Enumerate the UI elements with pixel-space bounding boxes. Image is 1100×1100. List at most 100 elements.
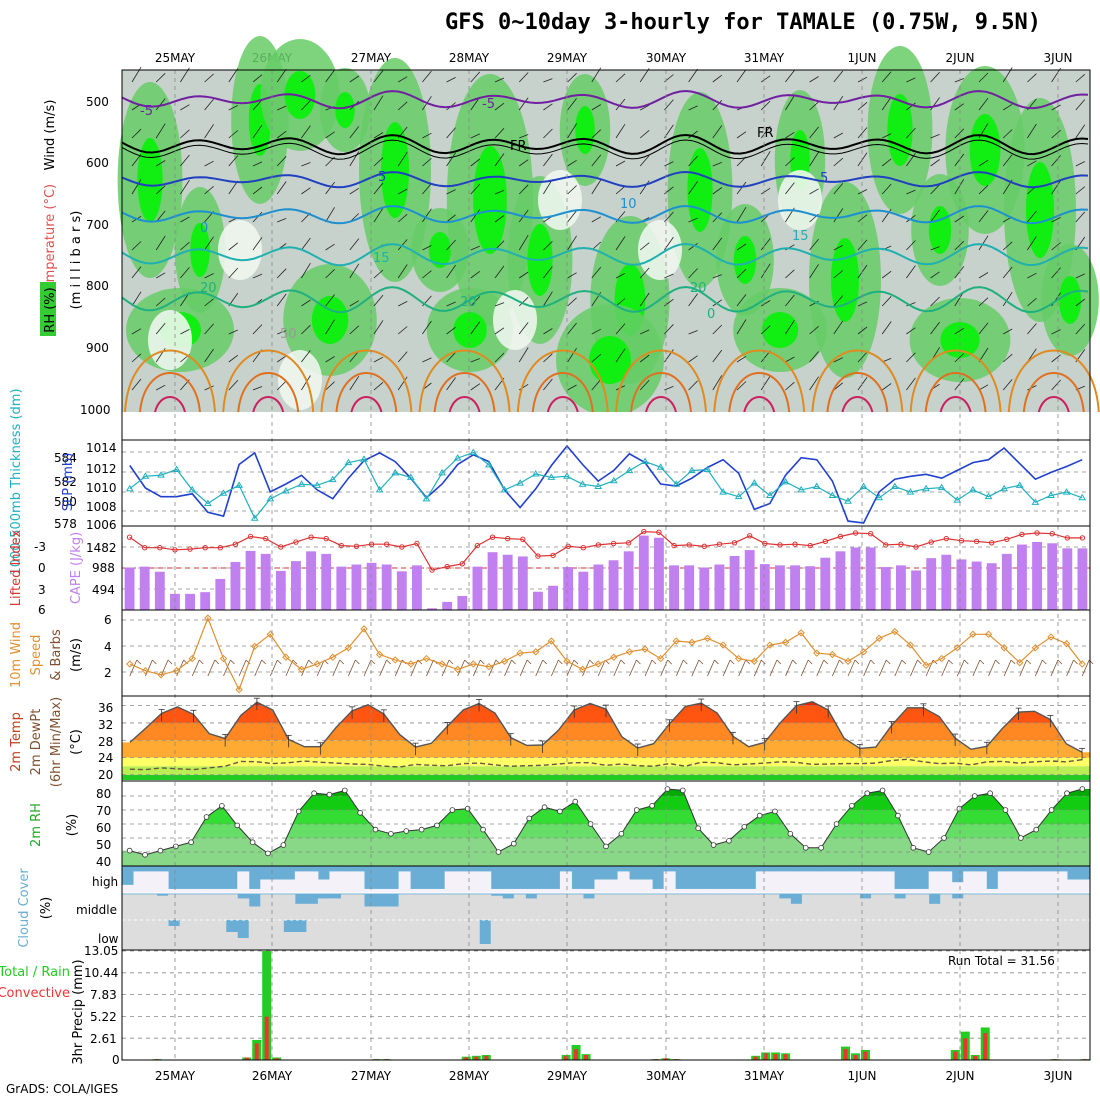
pressure-tick: 800 bbox=[86, 279, 109, 293]
wind-barb-10m bbox=[292, 659, 298, 665]
wind-speed-point bbox=[500, 657, 509, 665]
cloud-clear-bar bbox=[502, 920, 515, 950]
wind-barb bbox=[373, 320, 384, 335]
cloud-clear-bar bbox=[202, 888, 215, 893]
wind-barb bbox=[567, 384, 577, 391]
cloud-clear-bar bbox=[997, 871, 1010, 893]
wind-barb bbox=[228, 242, 239, 251]
cloud-clear-bar bbox=[1066, 894, 1079, 920]
wind-barb-10m bbox=[901, 659, 907, 665]
wind-barb bbox=[930, 133, 940, 139]
cloud-clear-bar bbox=[317, 920, 330, 950]
rh-point bbox=[1048, 807, 1055, 813]
cloud-clear-bar bbox=[986, 888, 999, 893]
cloud-label-line: Cloud Cover bbox=[17, 868, 32, 948]
cape-bar bbox=[850, 547, 861, 610]
cloud-clear-bar bbox=[974, 894, 987, 920]
wind-barb bbox=[156, 384, 166, 391]
wind-barb bbox=[301, 75, 311, 83]
contour-35 bbox=[645, 396, 677, 413]
contour-10 bbox=[121, 204, 1089, 225]
wind-barb-10m bbox=[472, 659, 481, 677]
cloud-clear-bar bbox=[225, 932, 238, 950]
precip-convective-bar bbox=[464, 1057, 469, 1060]
wind-barb bbox=[1027, 160, 1037, 167]
temperature-axis: 36 32 28 24 20 bbox=[98, 701, 113, 782]
wind-speed-point bbox=[969, 630, 977, 638]
wind-barb bbox=[736, 69, 747, 83]
wind-barb bbox=[446, 239, 456, 251]
precip-tick: 0 bbox=[112, 1053, 120, 1067]
temperature-band bbox=[122, 757, 1090, 767]
wind-barb bbox=[1075, 161, 1085, 167]
cloud-clear-bar bbox=[479, 871, 492, 893]
cloud-clear-bar bbox=[317, 879, 330, 893]
wind-barb bbox=[349, 350, 360, 363]
wind-barb bbox=[1002, 241, 1013, 251]
wind-barb bbox=[325, 207, 335, 223]
lifted-index-point bbox=[762, 540, 768, 547]
wind-barb bbox=[881, 96, 892, 111]
wind-barb bbox=[1003, 328, 1013, 335]
rh-point bbox=[587, 821, 594, 827]
wind-barb bbox=[228, 68, 239, 83]
cloud-clear-bar bbox=[433, 894, 446, 920]
rh-point bbox=[541, 804, 548, 810]
wind-barb-10m bbox=[230, 659, 235, 665]
wind-barb bbox=[494, 189, 505, 195]
rh-saturated-region bbox=[940, 322, 980, 358]
contour-30 bbox=[1022, 372, 1085, 413]
wind-barb bbox=[325, 243, 335, 251]
wind-barb-10m bbox=[613, 659, 622, 677]
cloud-cover-panel: high middle low Cloud Cover (%) bbox=[17, 866, 1091, 950]
bottom-date-tick: 29MAY bbox=[547, 1069, 588, 1083]
lifted-index-point bbox=[792, 541, 798, 547]
wind-barb bbox=[857, 239, 868, 251]
wind-barb bbox=[446, 264, 456, 279]
rh-point bbox=[480, 826, 486, 833]
cloud-clear-bar bbox=[559, 920, 572, 950]
contour-35 bbox=[841, 396, 874, 413]
wind-barb bbox=[906, 102, 916, 111]
cloud-clear-bar bbox=[1078, 879, 1091, 893]
cloud-clear-bar bbox=[629, 879, 642, 893]
wind-barb bbox=[640, 104, 650, 111]
wind-barb bbox=[518, 234, 529, 251]
wind-barb-10m bbox=[807, 659, 813, 665]
wind-barb-10m bbox=[504, 659, 512, 677]
wind-barb bbox=[785, 182, 795, 195]
wind-barb-10m bbox=[370, 659, 376, 665]
lifted-index-point bbox=[550, 552, 556, 559]
wind-barb bbox=[760, 300, 771, 307]
wind-barb bbox=[833, 295, 844, 307]
wind-barb bbox=[156, 272, 166, 279]
wind-barb bbox=[349, 325, 360, 335]
cloud-clear-bar bbox=[790, 871, 803, 893]
cloud-clear-bar bbox=[755, 894, 768, 920]
contour-25 bbox=[909, 349, 1002, 413]
wind-speed-point bbox=[126, 660, 134, 668]
cloud-clear-bar bbox=[790, 903, 803, 920]
cloud-clear-bar bbox=[456, 894, 469, 920]
wind-barb bbox=[373, 382, 384, 391]
wind-speed-point bbox=[297, 665, 306, 674]
wind-speed-point bbox=[703, 634, 712, 643]
cloud-clear-bar bbox=[974, 871, 987, 893]
thickness-point bbox=[609, 476, 618, 484]
cape-bar bbox=[699, 567, 710, 610]
cloud-clear-bar bbox=[156, 920, 169, 950]
wind-barb-10m bbox=[519, 659, 528, 677]
wind-barb bbox=[470, 383, 481, 391]
wind-barb bbox=[180, 129, 190, 139]
wind-barb bbox=[664, 385, 674, 391]
wind-barb bbox=[615, 323, 626, 335]
rh-point bbox=[249, 839, 256, 845]
wind-barb bbox=[397, 76, 408, 83]
precip-axis-label: 3hr Precip (mm) bbox=[71, 959, 86, 1064]
wind-barb bbox=[422, 270, 432, 279]
cloud-clear-bar bbox=[410, 888, 423, 893]
contour-label: -5 bbox=[482, 97, 495, 112]
wind-barb bbox=[1027, 236, 1037, 251]
rh-point bbox=[772, 808, 778, 815]
wind-barb bbox=[446, 127, 456, 139]
